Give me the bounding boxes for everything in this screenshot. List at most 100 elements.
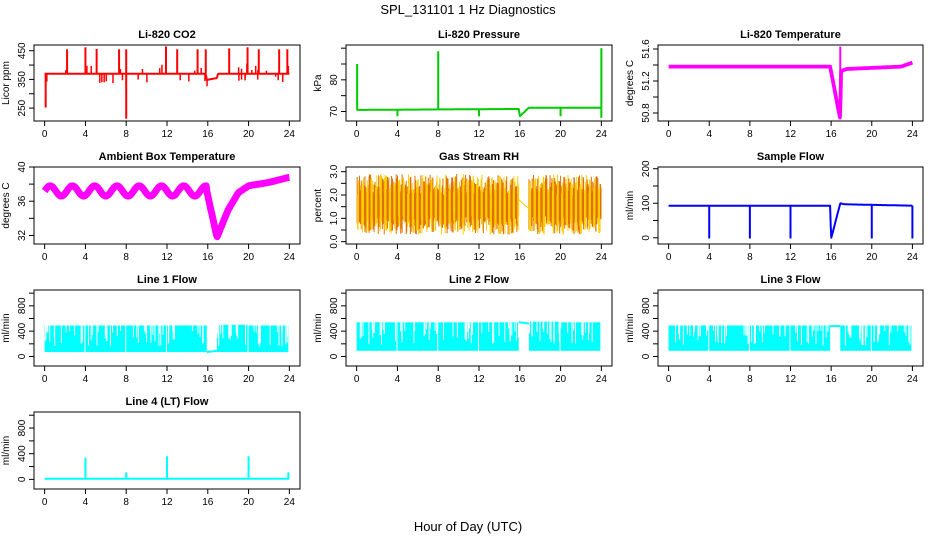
- transition-line: [518, 199, 530, 210]
- x-tick-label: 16: [826, 374, 838, 385]
- y-tick-label: 70: [329, 106, 340, 118]
- y-axis-label: Licor ppm: [1, 61, 12, 105]
- x-tick-label: 20: [243, 129, 255, 140]
- x-tick-label: 12: [161, 497, 173, 508]
- flow-band: [840, 325, 871, 351]
- y-tick-label: 0: [17, 476, 28, 482]
- y-axis-label: percent: [313, 189, 324, 223]
- panel-title: Line 3 Flow: [761, 274, 821, 286]
- x-tick-label: 0: [666, 129, 672, 140]
- y-tick-label: 0: [17, 353, 28, 359]
- plot-frame: [33, 44, 301, 122]
- data-series: [44, 456, 290, 480]
- x-tick-label: 24: [284, 497, 296, 508]
- y-tick-label: 450: [17, 42, 28, 59]
- panel-line-4-lt-flow: Line 4 (LT) Flow ml/min 0 4 8 12 16 20 24 0 400 800: [1, 396, 301, 508]
- data-series: [356, 321, 601, 351]
- x-tick-label: 24: [596, 129, 608, 140]
- flow-band: [560, 322, 601, 351]
- x-tick-label: 24: [596, 252, 608, 263]
- panel-title: Sample Flow: [757, 151, 825, 163]
- x-tick-label: 0: [354, 252, 360, 263]
- y-tick-label: 51.6: [641, 39, 652, 59]
- flow-band: [397, 322, 438, 351]
- x-tick-label: 24: [284, 252, 296, 263]
- x-tick-label: 16: [514, 252, 526, 263]
- x-tick-label: 4: [83, 252, 89, 263]
- y-tick-label: 0: [641, 353, 652, 359]
- y-tick-label: 800: [329, 297, 340, 314]
- x-tick-label: 4: [83, 497, 89, 508]
- x-tick-label: 8: [747, 374, 753, 385]
- transition-line: [518, 321, 530, 325]
- y-tick-label: 51.2: [641, 71, 652, 91]
- panel-title: Line 4 (LT) Flow: [126, 396, 209, 408]
- series-line: [44, 72, 290, 81]
- y-tick-label: 50.8: [641, 103, 652, 123]
- y-tick-label: 36: [17, 195, 28, 207]
- x-tick-label: 8: [747, 129, 753, 140]
- x-tick-label: 12: [473, 374, 485, 385]
- x-tick-label: 24: [284, 129, 296, 140]
- panel-li-820-pressure: Li-820 Pressure kPa 0 4 8 12 16 20 24 70 80: [313, 29, 613, 140]
- panel-title: Li-820 Temperature: [740, 29, 841, 41]
- data-series: [667, 46, 914, 120]
- x-tick-label: 16: [202, 497, 214, 508]
- x-tick-label: 8: [435, 374, 441, 385]
- panel-title: Line 1 Flow: [137, 274, 197, 286]
- data-series: [44, 46, 290, 119]
- x-tick-label: 4: [706, 129, 712, 140]
- x-tick-label: 12: [473, 252, 485, 263]
- y-tick-label: 250: [17, 99, 28, 116]
- y-tick-label: 400: [329, 322, 340, 339]
- x-tick-label: 8: [123, 252, 129, 263]
- panel-li-820-co2: Li-820 CO2 Licor ppm 0 4 8 12 16 20 24 250 350 450: [1, 29, 301, 140]
- panel-li-820-temperature: Li-820 Temperature degrees C 0 4 8 12 16 20 24 50…: [625, 29, 924, 140]
- series-line: [667, 60, 914, 120]
- y-axis-label: ml/min: [1, 313, 12, 342]
- panel-line-3-flow: Line 3 Flow ml/min 0 4 8 12 16 20 24 0 400 800: [625, 274, 924, 385]
- x-tick-label: 8: [747, 252, 753, 263]
- x-tick-label: 16: [514, 374, 526, 385]
- y-axis-label: degrees C: [625, 60, 636, 106]
- x-tick-label: 20: [866, 252, 878, 263]
- y-tick-label: 800: [17, 419, 28, 436]
- y-tick-label: 200: [641, 160, 652, 177]
- y-tick-label: 2.0: [329, 188, 340, 202]
- x-tick-label: 0: [354, 129, 360, 140]
- x-tick-label: 8: [123, 129, 129, 140]
- y-tick-label: 0: [329, 353, 340, 359]
- x-tick-label: 24: [907, 129, 919, 140]
- x-tick-label: 20: [866, 374, 878, 385]
- x-tick-label: 16: [514, 129, 526, 140]
- x-tick-label: 12: [785, 129, 797, 140]
- x-tick-label: 20: [243, 374, 255, 385]
- transition-line: [206, 349, 218, 354]
- flow-band: [749, 325, 790, 351]
- panel-title: Li-820 CO2: [138, 29, 195, 41]
- x-tick-label: 24: [907, 252, 919, 263]
- panel-title: Gas Stream RH: [439, 151, 519, 163]
- x-tick-label: 20: [243, 497, 255, 508]
- x-tick-label: 8: [435, 129, 441, 140]
- y-tick-label: 400: [641, 322, 652, 339]
- flow-band: [790, 325, 831, 351]
- data-series: [41, 173, 293, 241]
- x-tick-label: 20: [243, 252, 255, 263]
- x-tick-label: 20: [866, 129, 878, 140]
- x-tick-label: 4: [83, 129, 89, 140]
- y-tick-label: 40: [17, 161, 28, 173]
- y-tick-label: 800: [17, 297, 28, 314]
- x-tick-label: 4: [395, 252, 401, 263]
- flow-band: [668, 325, 709, 351]
- panel-title: Line 2 Flow: [449, 274, 509, 286]
- x-tick-label: 16: [202, 129, 214, 140]
- x-tick-label: 16: [826, 252, 838, 263]
- y-tick-label: 0.0: [329, 234, 340, 248]
- x-tick-label: 0: [666, 374, 672, 385]
- data-series: [668, 202, 914, 239]
- flow-band: [44, 325, 85, 353]
- x-tick-label: 24: [284, 374, 296, 385]
- y-axis-label: ml/min: [313, 313, 324, 342]
